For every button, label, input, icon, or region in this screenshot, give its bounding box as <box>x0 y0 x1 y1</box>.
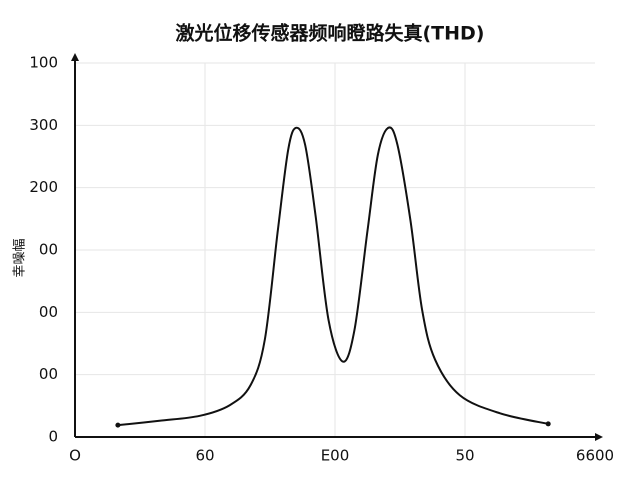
y-axis-label: 幸噪幅 <box>13 238 28 277</box>
y-tick-label: 200 <box>29 178 58 196</box>
x-tick-label: O <box>69 447 81 465</box>
chart-title: 激光位移传感器频响瞪路失真(THD) <box>175 22 484 45</box>
end-point <box>115 422 121 428</box>
x-axis-arrow <box>595 433 603 441</box>
y-tick-label: 300 <box>29 116 58 134</box>
x-tick-label: 6600 <box>576 447 614 465</box>
y-tick-label: 00 <box>39 241 58 259</box>
x-tick-label: 60 <box>195 447 214 465</box>
y-tick-label: 00 <box>39 365 58 383</box>
y-axis-arrow <box>71 53 79 61</box>
x-tick-label: E00 <box>321 447 350 465</box>
y-tick-label: 0 <box>48 428 58 446</box>
end-point <box>545 421 551 427</box>
y-tick-label: 00 <box>39 303 58 321</box>
x-tick-label: 50 <box>455 447 474 465</box>
y-tick-label: 100 <box>29 54 58 72</box>
line <box>117 126 549 427</box>
